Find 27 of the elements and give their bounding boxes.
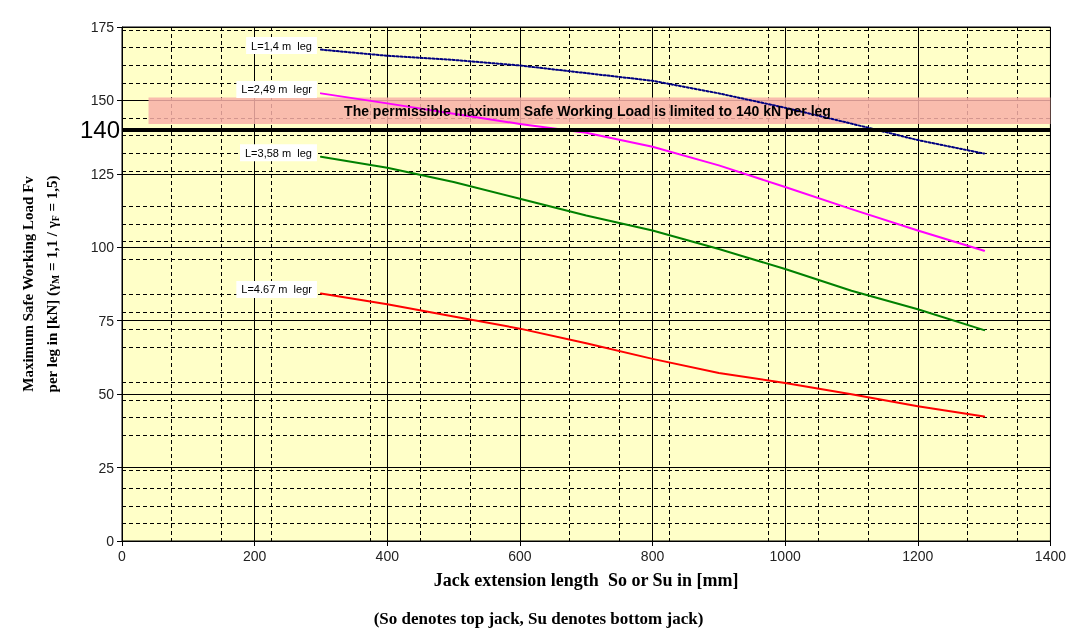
y-tick-label: 25	[98, 459, 115, 476]
y-tick-label: 75	[98, 312, 115, 329]
x-tick-label: 1400	[1034, 548, 1067, 564]
line-series	[319, 48, 986, 155]
x-axis-title: Jack extension length So or Su in [mm]	[433, 569, 739, 590]
y-tick-label: 100	[90, 239, 115, 256]
text: (So denotes top jack, Su denotes bottom jack)	[373, 609, 704, 628]
y-tick-label: 175	[90, 19, 115, 35]
x-tick-label: 600	[508, 548, 532, 564]
line-series	[319, 292, 986, 418]
series-label: L=4.67 m legr	[241, 283, 313, 296]
x-tick-label: 800	[640, 548, 665, 564]
series-label: L=2,49 m legr	[241, 83, 313, 96]
y-tick-label: 0	[106, 533, 115, 549]
x-tick-label: 1200	[902, 548, 934, 564]
y-tick-label: 125	[90, 165, 115, 182]
line-series	[319, 92, 986, 252]
y-tick-label: 150	[90, 92, 115, 109]
x-tick-label: 200	[242, 548, 267, 564]
series-label: L=3,58 m leg	[244, 146, 312, 159]
x-tick-label: 1000	[769, 548, 801, 564]
series-label: L=1,4 m leg	[251, 39, 312, 52]
x-tick-label: 400	[375, 548, 400, 564]
ref-line-label: 140	[79, 116, 120, 144]
line-series	[319, 155, 986, 332]
x-tick-label: 0	[118, 548, 127, 564]
y-tick-label: 50	[98, 386, 115, 403]
